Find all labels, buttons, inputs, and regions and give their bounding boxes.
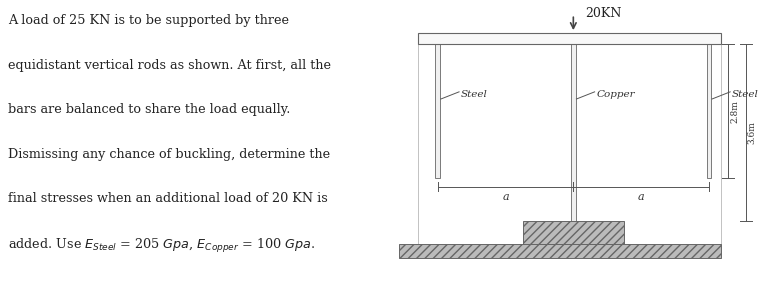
Text: Dismissing any chance of buckling, determine the: Dismissing any chance of buckling, deter… [8, 148, 330, 161]
Bar [706, 44, 711, 178]
Bar [399, 244, 720, 258]
Text: a: a [638, 192, 644, 202]
Text: final stresses when an additional load of 20 KN is: final stresses when an additional load o… [8, 192, 328, 205]
Text: Copper: Copper [597, 90, 635, 99]
Text: Steel: Steel [732, 90, 759, 99]
Text: 20KN: 20KN [585, 7, 621, 20]
Bar [436, 44, 440, 178]
Text: equidistant vertical rods as shown. At first, all the: equidistant vertical rods as shown. At f… [8, 59, 331, 72]
Text: A load of 25 KN is to be supported by three: A load of 25 KN is to be supported by th… [8, 14, 288, 27]
Text: a: a [502, 192, 509, 202]
Text: 2.8m: 2.8m [730, 100, 739, 123]
Text: 3.6m: 3.6m [748, 121, 756, 144]
Text: added. Use $E_{Steel}$ = 205 $Gpa$, $E_{Copper}$ = 100 $Gpa$.: added. Use $E_{Steel}$ = 205 $Gpa$, $E_{… [8, 237, 314, 255]
Bar [571, 44, 576, 221]
Bar [419, 33, 720, 44]
Text: bars are balanced to share the load equally.: bars are balanced to share the load equa… [8, 103, 290, 116]
Text: Steel: Steel [461, 90, 488, 99]
Bar [523, 221, 624, 244]
